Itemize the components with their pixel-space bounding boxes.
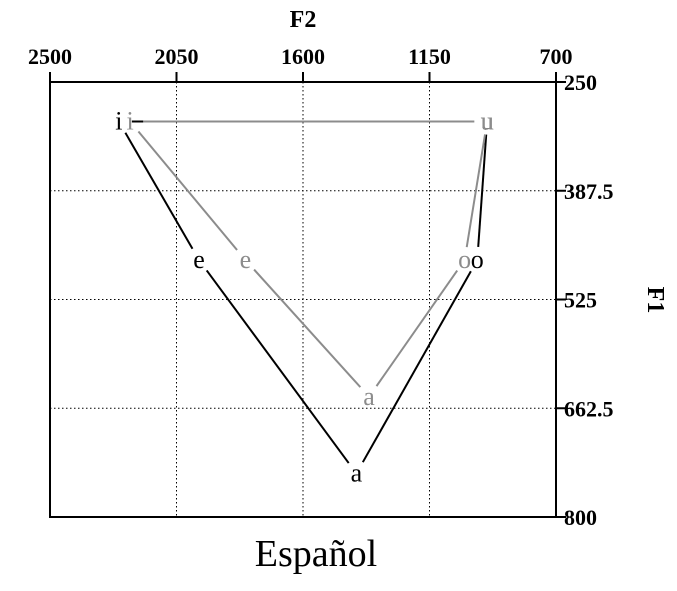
x-tick-label: 1150 — [408, 44, 451, 69]
x-tick-label: 700 — [540, 44, 573, 69]
vowel-label-a: a — [363, 382, 375, 411]
polygon-edge-gray — [137, 130, 238, 251]
y-tick-label: 250 — [564, 70, 597, 95]
x-tick-label: 2500 — [28, 44, 72, 69]
vowel-label-a: a — [351, 459, 363, 488]
grid-layer — [50, 82, 556, 517]
polygon-edge-black — [361, 270, 472, 463]
x-tick-label: 2050 — [155, 44, 199, 69]
vowel-label-o: o — [471, 245, 484, 274]
y-tick-label: 387.5 — [564, 179, 614, 204]
polygon-edge-gray — [375, 270, 459, 387]
polygon-edge-gray — [465, 134, 487, 248]
polygon-edge-black — [477, 134, 488, 248]
y-axis-label: F1 — [642, 287, 668, 314]
y-tick-label: 800 — [564, 505, 597, 530]
series-gray: i e a o u — [126, 107, 493, 411]
vowel-label-u: u — [481, 107, 494, 136]
vowel-label-i: i — [126, 107, 133, 136]
y-tick-label: 525 — [564, 288, 597, 313]
x-tick-label: 1600 — [281, 44, 325, 69]
vowel-label-o: o — [458, 245, 471, 274]
polygon-edge-black — [205, 269, 350, 464]
y-tick-label: 662.5 — [564, 396, 614, 421]
chart-title: Español — [255, 533, 377, 575]
series-black: i e a o u — [115, 107, 493, 488]
polygon-edge-black — [124, 132, 194, 250]
vowel-label-e: e — [240, 245, 252, 274]
x-axis-label: F2 — [290, 7, 317, 33]
series-layer: i e a o ui e a o u — [115, 107, 493, 488]
vowel-label-i: i — [115, 107, 122, 136]
polygon-edge-gray — [253, 268, 362, 388]
vowel-label-u: u — [481, 107, 494, 136]
vowel-label-e: e — [193, 245, 205, 274]
